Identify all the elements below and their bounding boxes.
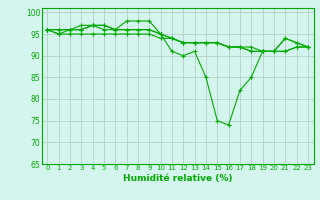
X-axis label: Humidité relative (%): Humidité relative (%) [123, 174, 232, 183]
